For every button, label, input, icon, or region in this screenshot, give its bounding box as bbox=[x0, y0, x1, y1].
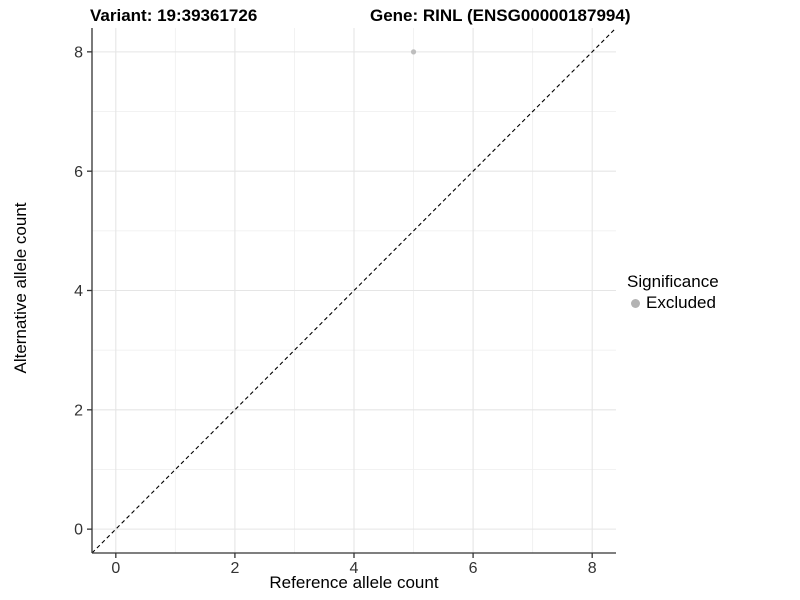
x-tick-label: 4 bbox=[350, 560, 359, 577]
x-tick-label: 2 bbox=[230, 560, 239, 577]
identity-reference-line bbox=[91, 27, 617, 554]
data-point-excluded bbox=[410, 49, 417, 55]
x-tick-label: 6 bbox=[469, 560, 478, 577]
legend-item-label: Excluded bbox=[646, 293, 716, 312]
x-tick-label: 8 bbox=[588, 560, 597, 577]
y-tick-label: 6 bbox=[74, 164, 83, 181]
y-tick-label: 4 bbox=[74, 283, 83, 300]
x-tick-label: 0 bbox=[111, 560, 120, 577]
y-tick-label: 8 bbox=[74, 44, 83, 61]
x-axis-title: Reference allele count bbox=[269, 573, 439, 592]
variant-title: Variant: 19:39361726 bbox=[90, 6, 258, 25]
y-tick-label: 2 bbox=[74, 402, 83, 419]
legend: Significance Excluded bbox=[627, 272, 719, 313]
legend-item-excluded: Excluded bbox=[631, 293, 719, 313]
excluded-point-swatch bbox=[631, 298, 640, 308]
y-tick-label: 0 bbox=[74, 522, 83, 539]
y-axis-title: Alternative allele count bbox=[11, 202, 30, 374]
legend-title: Significance bbox=[627, 272, 719, 291]
gene-title: Gene: RINL (ENSG00000187994) bbox=[370, 6, 631, 25]
